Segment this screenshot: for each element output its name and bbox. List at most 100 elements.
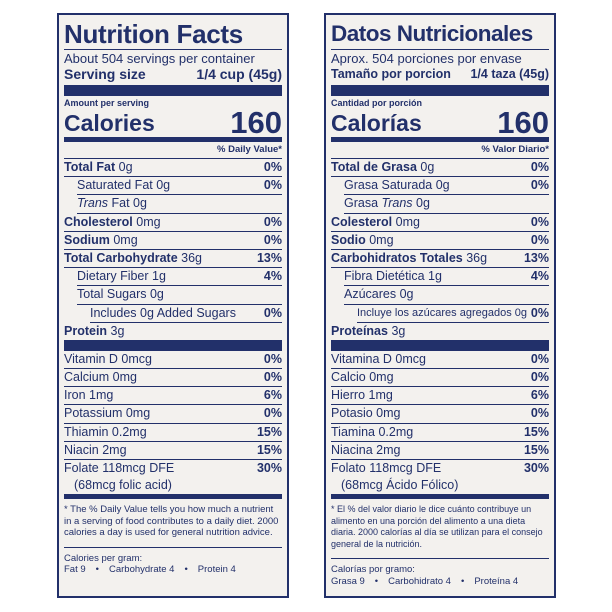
calories-per-gram-title: Calorías por gramo: [331, 564, 415, 576]
cpg-protein: Proteína 4 [474, 575, 519, 587]
servings-per-container: Aprox. 504 porciones por envase [331, 49, 549, 66]
nutrient-label: Azúcares 0g [344, 287, 414, 302]
calories-per-gram-title: Calories per gram: [64, 552, 143, 564]
nutrient-label: Total Fat [64, 160, 116, 174]
nutrient-percent: 13% [256, 250, 282, 265]
serving-size-row: Tamaño por porcion 1/4 taza (45g) [331, 66, 549, 83]
serving-size-value: 1/4 taza (45g) [470, 67, 549, 81]
calories-value: 160 [230, 105, 282, 140]
nutrient-percent: 0% [263, 214, 282, 229]
cpg-fat: Grasa 9 [331, 575, 365, 587]
vitamin-percent: 15% [523, 442, 549, 457]
nutrient-row-added-sugars: Includes 0g Added Sugars 0% [90, 305, 282, 323]
divider-medium [331, 494, 549, 500]
divider-medium [331, 137, 549, 142]
vitamin-label: Calcio 0mg [331, 370, 394, 385]
vitamin-label: Folate 118mcg DFE [64, 461, 175, 475]
trans-italic-label: Trans [381, 196, 413, 211]
daily-value-header: % Daily Value* [64, 142, 282, 159]
nutrient-amount: 0g [118, 160, 133, 174]
vitamin-percent: 0% [530, 370, 549, 385]
vitamin-label: Potasio 0mg [331, 406, 401, 421]
nutrient-amount: 36g [181, 250, 203, 265]
nutrient-amount: 0g [416, 196, 430, 211]
nutrient-label: Dietary Fiber 1g [77, 269, 166, 284]
nutrient-row-total-fat: Total Fat 0g 0% [64, 159, 282, 178]
trans-italic-label: Trans [77, 196, 109, 211]
cpg-separator: • [184, 564, 188, 576]
nutrient-label: Total Sugars 0g [77, 287, 164, 302]
calories-label: Calories [64, 110, 155, 136]
nutrient-percent: 0% [530, 214, 549, 229]
calories-per-gram-row: Grasa 9 • Carbohidrato 4 • Proteína 4 [331, 576, 549, 588]
vitamin-percent: 15% [256, 442, 282, 457]
nutrient-label: Colesterol [331, 214, 393, 229]
nutrient-label: Total Carbohydrate [64, 250, 178, 265]
vitamin-percent: 15% [256, 424, 282, 439]
nutrient-label: Sodium [64, 232, 110, 247]
vitamin-row: Vitamina D 0mcg 0% [331, 351, 549, 370]
vitamin-label: Folato 118mcg DFE [331, 461, 442, 475]
vitamin-label: Vitamina D 0mcg [331, 351, 426, 366]
vitamin-percent: 0% [263, 406, 282, 421]
nutrient-row-saturated-fat: Grasa Saturada 0g 0% [344, 177, 549, 196]
nutrient-row-total-carbohydrate: Total Carbohydrate 36g 13% [64, 250, 282, 269]
panel-title: Datos Nutricionales [331, 21, 533, 46]
cpg-separator: • [460, 575, 465, 587]
nutrient-row-dietary-fiber: Fibra Dietética 1g 4% [344, 268, 549, 287]
nutrient-percent: 4% [263, 269, 282, 284]
nutrient-percent: 0% [530, 305, 549, 320]
nutrient-row-trans-fat: Grasa Trans 0g [344, 195, 549, 214]
servings-per-container: About 504 servings per container [64, 49, 282, 66]
nutrient-row-dietary-fiber: Dietary Fiber 1g 4% [77, 268, 282, 287]
vitamin-row: Iron 1mg 6% [64, 387, 282, 406]
nutrient-label: Cholesterol [64, 214, 133, 229]
nutrient-label: Sodio [331, 232, 366, 247]
nutrient-row-cholesterol: Cholesterol 0mg 0% [64, 214, 282, 232]
vitamin-percent: 15% [523, 424, 549, 439]
nutrient-row-protein: Proteínas 3g [331, 323, 549, 340]
vitamin-label: Iron 1mg [64, 388, 114, 403]
daily-value-footnote: * The % Daily Value tells you how much a… [64, 504, 282, 548]
nutrient-percent: 0% [263, 178, 282, 193]
cpg-fat: Fat 9 [64, 564, 86, 576]
nutrient-label: Proteínas [331, 323, 388, 338]
nutrient-row-protein: Protein 3g [64, 323, 282, 340]
nutrient-percent: 0% [263, 160, 282, 174]
vitamin-row: Calcio 0mg 0% [331, 369, 549, 388]
vitamin-percent: 30% [256, 461, 282, 475]
nutrient-row-total-carbohydrate: Carbohidratos Totales 36g 13% [331, 250, 549, 269]
serving-size-row: Serving size 1/4 cup (45g) [64, 66, 282, 83]
calories-row: Calories 160 [64, 105, 282, 140]
vitamin-row: Folate 118mcg DFE 30% [64, 460, 282, 477]
nutrient-percent: 0% [530, 178, 549, 193]
vitamin-label: Potassium 0mg [64, 406, 151, 421]
nutrient-label: Includes 0g Added Sugars [90, 305, 236, 320]
vitamin-row: Tiamina 0.2mg 15% [331, 424, 549, 442]
vitamin-row: Hierro 1mg 6% [331, 387, 549, 406]
nutrient-label: Fibra Dietética 1g [344, 269, 442, 284]
nutrient-row-total-sugars: Azúcares 0g [344, 286, 549, 305]
vitamin-label: Vitamin D 0mcg [64, 351, 152, 366]
vitamin-label: Thiamin 0.2mg [64, 424, 147, 439]
nutrient-row-total-sugars: Total Sugars 0g [77, 286, 282, 305]
calories-label: Calorías [331, 110, 422, 136]
amount-per-serving: Cantidad por porción [331, 98, 422, 108]
divider-medium [64, 494, 282, 500]
serving-size-label: Serving size [64, 66, 146, 82]
vitamin-row: Potassium 0mg 0% [64, 405, 282, 424]
divider-thick [64, 339, 282, 351]
serving-size-label: Tamaño por porcion [331, 67, 451, 81]
nutrient-percent: 0% [263, 232, 282, 247]
calories-row: Calorías 160 [331, 107, 549, 138]
nutrient-row-sodium: Sodio 0mg 0% [331, 232, 549, 250]
nutrient-row-cholesterol: Colesterol 0mg 0% [331, 214, 549, 232]
nutrient-label: Grasa Saturada 0g [344, 178, 450, 193]
nutrient-amount: 0mg [369, 232, 394, 247]
nutrient-row-total-fat: Total de Grasa 0g 0% [331, 159, 549, 178]
nutrient-percent: 13% [523, 250, 549, 265]
cpg-separator: • [95, 564, 99, 576]
daily-value-footnote: * El % del valor diario le dice cuánto c… [331, 504, 549, 560]
nutrient-label: Total de Grasa [331, 160, 417, 174]
vitamin-row: Niacin 2mg 15% [64, 442, 282, 460]
